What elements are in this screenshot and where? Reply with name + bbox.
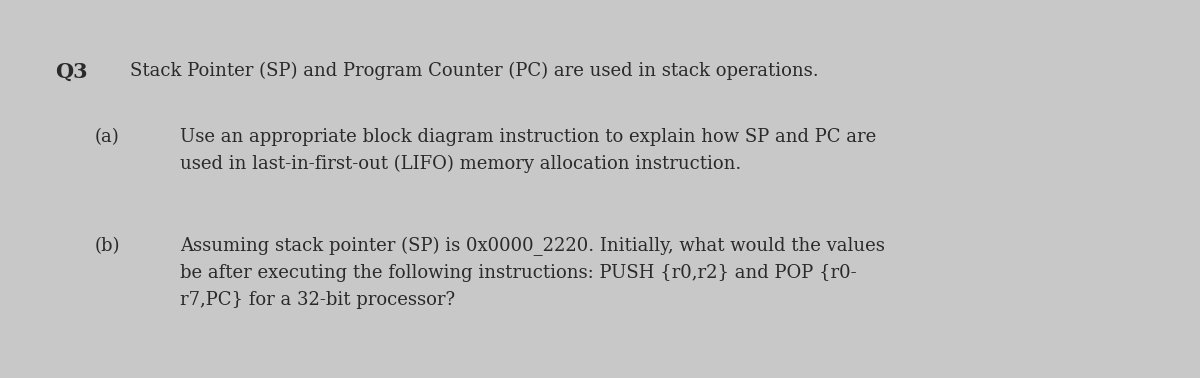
Text: r7,PC} for a 32-bit processor?: r7,PC} for a 32-bit processor? xyxy=(180,291,455,309)
Text: used in last-in-first-out (LIFO) memory allocation instruction.: used in last-in-first-out (LIFO) memory … xyxy=(180,155,742,173)
Text: (b): (b) xyxy=(95,237,120,255)
Text: Use an appropriate block diagram instruction to explain how SP and PC are: Use an appropriate block diagram instruc… xyxy=(180,128,876,146)
Text: Q3: Q3 xyxy=(55,62,88,82)
Text: Assuming stack pointer (SP) is 0x0000_2220. Initially, what would the values: Assuming stack pointer (SP) is 0x0000_22… xyxy=(180,237,884,256)
Text: Stack Pointer (SP) and Program Counter (PC) are used in stack operations.: Stack Pointer (SP) and Program Counter (… xyxy=(130,62,818,80)
Text: (a): (a) xyxy=(95,128,120,146)
Text: be after executing the following instructions: PUSH {r0,r2} and POP {r0-: be after executing the following instruc… xyxy=(180,264,857,282)
